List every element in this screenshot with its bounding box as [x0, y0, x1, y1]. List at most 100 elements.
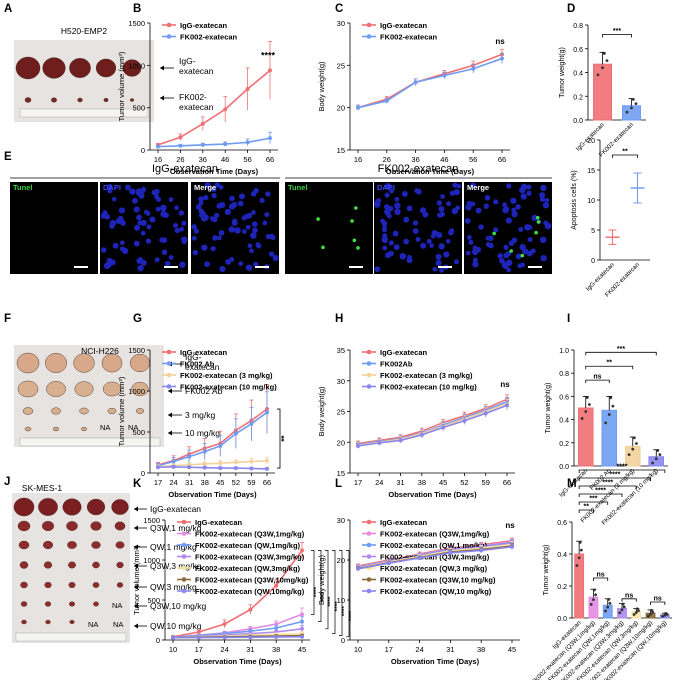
tumor: [69, 58, 91, 78]
panel-letter-H: H: [335, 313, 343, 325]
legend-marker: [366, 519, 372, 525]
nucleus: [228, 226, 235, 233]
x-tick-label: 38: [272, 645, 280, 654]
scale-bar: [164, 266, 178, 268]
data-point: [419, 432, 424, 437]
nucleus: [211, 192, 217, 199]
y-tick-label: 0: [141, 469, 145, 478]
nucleus: [198, 196, 204, 202]
nucleus: [120, 220, 126, 226]
data-dot: [589, 603, 593, 606]
nucleus: [216, 203, 223, 209]
significance-label: ****: [327, 596, 334, 607]
tumor: [102, 381, 121, 397]
tumor: [92, 561, 100, 569]
tunel-signal: [535, 215, 540, 220]
data-point: [196, 635, 201, 640]
scale-bar: [255, 266, 269, 268]
x-tick-label: 45: [298, 645, 306, 654]
y-tick-label: 0.6: [559, 394, 569, 401]
data-point: [300, 548, 304, 553]
x-tick-label: 45: [508, 645, 516, 654]
nucleus: [475, 207, 482, 214]
nucleus: [238, 261, 244, 266]
data-point: [471, 66, 476, 71]
panel-J-label: Q3W,1 mg/kg: [150, 523, 202, 533]
data-dot: [587, 403, 591, 406]
panel-letter-C: C: [335, 3, 343, 15]
arrow-head: [168, 412, 172, 418]
x-tick-label: 31: [396, 478, 404, 487]
nucleus: [517, 263, 523, 269]
nucleus: [253, 188, 259, 194]
nucleus: [234, 227, 241, 234]
significance-label: ns: [625, 592, 633, 599]
significance-label: ****: [334, 601, 341, 612]
data-dot: [605, 59, 609, 63]
nucleus: [112, 242, 119, 249]
data-point: [171, 459, 176, 464]
legend-label: FK002-exatecan: [380, 33, 438, 42]
data-dot: [594, 593, 598, 597]
nucleus: [229, 195, 235, 202]
tumor: [67, 541, 77, 549]
nucleus: [505, 217, 512, 224]
data-point: [200, 121, 205, 126]
nucleus: [214, 212, 220, 218]
y-tick-label: 500: [132, 428, 145, 437]
y-tick-label: 1500: [128, 19, 145, 28]
nucleus: [135, 188, 143, 195]
nucleus: [412, 228, 419, 235]
nucleus: [251, 221, 258, 228]
data-dot: [575, 564, 579, 567]
arrow-head: [134, 525, 138, 531]
data-point: [202, 465, 207, 470]
y-tick-label: 10: [337, 596, 345, 605]
x-axis-label: Observation Time (Days): [391, 657, 480, 666]
x-tick-label: 46: [440, 155, 448, 164]
data-point: [202, 461, 207, 466]
data-dot: [622, 605, 626, 609]
y-tick-label: 0.8: [559, 371, 569, 378]
nucleus: [475, 247, 482, 253]
y-tick-label: 10: [587, 198, 595, 205]
nucleus: [435, 259, 442, 266]
x-tick-label: 17: [154, 478, 162, 487]
nucleus: [145, 238, 152, 244]
data-point: [187, 465, 192, 470]
y-tick-label: 15: [337, 146, 345, 155]
nucleus: [237, 200, 244, 207]
data-point: [356, 443, 360, 448]
tumor: [52, 426, 60, 432]
panel-letter-K: K: [133, 478, 142, 490]
significance-bracket: [578, 477, 651, 481]
panel-J-title: SK-MES-1: [22, 483, 62, 493]
panel-A-title: H520-EMP2: [61, 26, 108, 36]
bar: [601, 409, 618, 467]
nucleus: [246, 212, 253, 219]
y-tick-label: 0.8: [573, 23, 583, 30]
data-point: [222, 635, 227, 640]
nucleus: [515, 204, 521, 210]
y-tick-label: 0.4: [573, 71, 583, 78]
significance-bracket: [578, 501, 609, 505]
nucleus: [131, 197, 138, 204]
legend-marker: [366, 542, 372, 548]
x-tick-label: 45: [216, 478, 224, 487]
tumor: [43, 561, 53, 569]
data-point: [462, 418, 467, 423]
nucleus: [159, 237, 165, 243]
data-point: [171, 635, 175, 640]
tunel-signal: [509, 249, 514, 253]
panel-E-group-1: IgG-exatecan: [152, 163, 218, 175]
x-tick-label: 52: [460, 478, 468, 487]
data-dot: [627, 453, 631, 457]
tumor: [24, 426, 32, 432]
legend-marker: [366, 577, 372, 582]
y-tick-label: 20: [337, 556, 345, 565]
nucleus: [456, 183, 462, 189]
nucleus: [501, 261, 508, 268]
y-tick-label: 0.2: [573, 94, 583, 101]
y-tick-label: 1000: [128, 387, 145, 396]
data-point: [248, 635, 253, 640]
